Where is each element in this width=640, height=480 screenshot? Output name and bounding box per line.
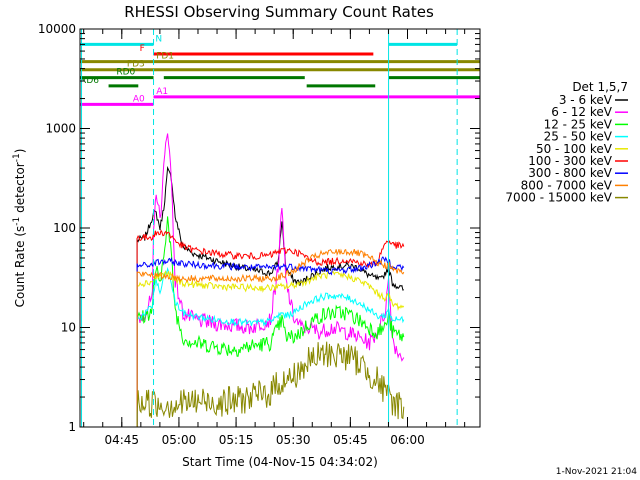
- series-line-3: [136, 266, 405, 427]
- legend-title: Det 1,5,7: [572, 80, 628, 94]
- x-tick-label: 06:00: [390, 433, 425, 447]
- x-tick-label: 04:45: [104, 433, 139, 447]
- legend-label: 300 - 800 keV: [528, 166, 612, 180]
- series-line-5: [136, 229, 405, 427]
- y-axis-label: Count Rate (s-1 detector-1): [12, 149, 27, 308]
- series-lines: [136, 133, 405, 427]
- series-line-1: [136, 133, 405, 427]
- x-tick-label: 05:15: [219, 433, 254, 447]
- flag-label-f: F: [140, 44, 145, 54]
- render-timestamp: 1-Nov-2021 21:04: [556, 467, 638, 477]
- y-tick-label: 10000: [38, 22, 76, 36]
- y-tick-label: 1: [68, 420, 76, 434]
- flag-label-a1: A1: [156, 87, 168, 97]
- legend-label: 100 - 300 keV: [528, 154, 612, 168]
- legend-label: 800 - 7000 keV: [521, 178, 613, 192]
- chart-title: RHESSI Observing Summary Count Rates: [124, 3, 434, 21]
- legend-label: 7000 - 15000 keV: [505, 191, 612, 205]
- legend-label: 12 - 25 keV: [544, 117, 613, 131]
- flag-label-n: N: [155, 34, 162, 44]
- legend-label: 25 - 50 keV: [544, 130, 613, 144]
- series-line-0: [136, 165, 405, 427]
- legend-label: 6 - 12 keV: [551, 105, 613, 119]
- y-tick-label: 100: [53, 221, 76, 235]
- legend-label: 50 - 100 keV: [536, 142, 613, 156]
- legend-label: 3 - 6 keV: [559, 93, 613, 107]
- y-tick-label: 1000: [45, 122, 76, 136]
- flag-label-rd6: RD6: [80, 76, 99, 86]
- x-tick-label: 05:30: [276, 433, 311, 447]
- flag-label-rd0: RD0: [116, 68, 135, 78]
- series-line-2: [136, 216, 405, 427]
- flag-label-fd3: FD3: [127, 60, 145, 70]
- series-line-4: [136, 270, 405, 427]
- x-axis-ticks: 04:45 05:00 05:15 05:30 05:45 06:00: [83, 29, 466, 447]
- flag-label-fd1: FD1: [156, 52, 174, 62]
- series-line-8: [136, 341, 405, 427]
- y-tick-label: 10: [61, 321, 76, 335]
- x-axis-label: Start Time (04-Nov-15 04:34:02): [182, 455, 378, 469]
- y-axis-ticks: 1 10 100 1000 10000: [38, 22, 480, 434]
- flag-label-a0: A0: [133, 94, 145, 104]
- series-line-7: [136, 248, 405, 427]
- x-tick-label: 05:00: [162, 433, 197, 447]
- x-tick-label: 05:45: [333, 433, 368, 447]
- series-line-6: [136, 256, 405, 427]
